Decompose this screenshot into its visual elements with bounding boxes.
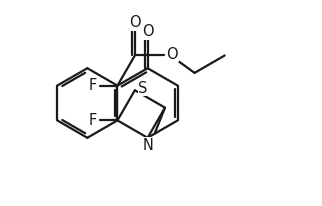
Text: O: O bbox=[142, 24, 153, 39]
Text: O: O bbox=[129, 15, 141, 30]
Text: N: N bbox=[142, 138, 153, 153]
Text: S: S bbox=[138, 81, 148, 96]
Text: O: O bbox=[166, 47, 178, 62]
Text: F: F bbox=[89, 78, 97, 93]
Text: F: F bbox=[89, 113, 97, 128]
